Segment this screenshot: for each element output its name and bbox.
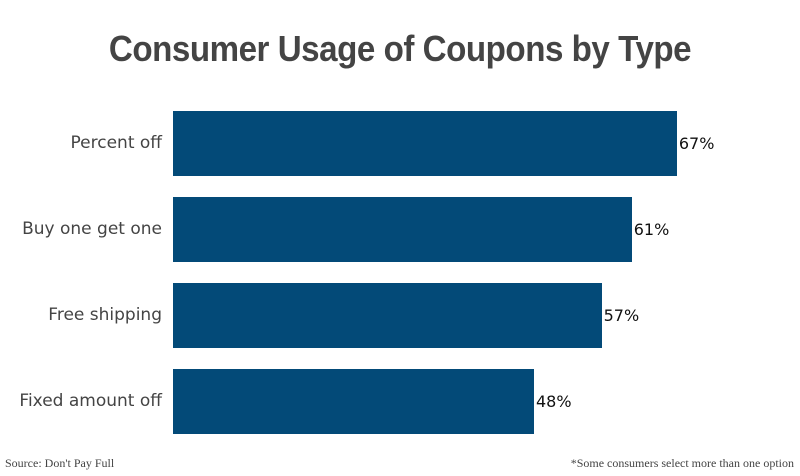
bar-row: Percent off 67% [0,111,800,176]
bar-row: Free shipping 57% [0,283,800,348]
source-note: Source: Don't Pay Full [5,456,115,470]
value-label: 61% [633,220,670,239]
value-label: 57% [603,306,640,325]
bar [173,369,534,434]
bar-row: Buy one get one 61% [0,197,800,262]
bar [173,197,632,262]
bar-row: Fixed amount off 48% [0,369,800,434]
category-label: Percent off [70,133,162,153]
chart-title: Consumer Usage of Coupons by Type [108,28,692,69]
category-label: Free shipping [48,305,162,325]
value-label: 67% [678,134,715,153]
value-label: 48% [535,392,572,411]
category-label: Buy one get one [22,219,162,239]
bar [173,111,677,176]
bar [173,283,602,348]
footnote: *Some consumers select more than one opt… [570,456,794,470]
category-label: Fixed amount off [19,391,162,411]
